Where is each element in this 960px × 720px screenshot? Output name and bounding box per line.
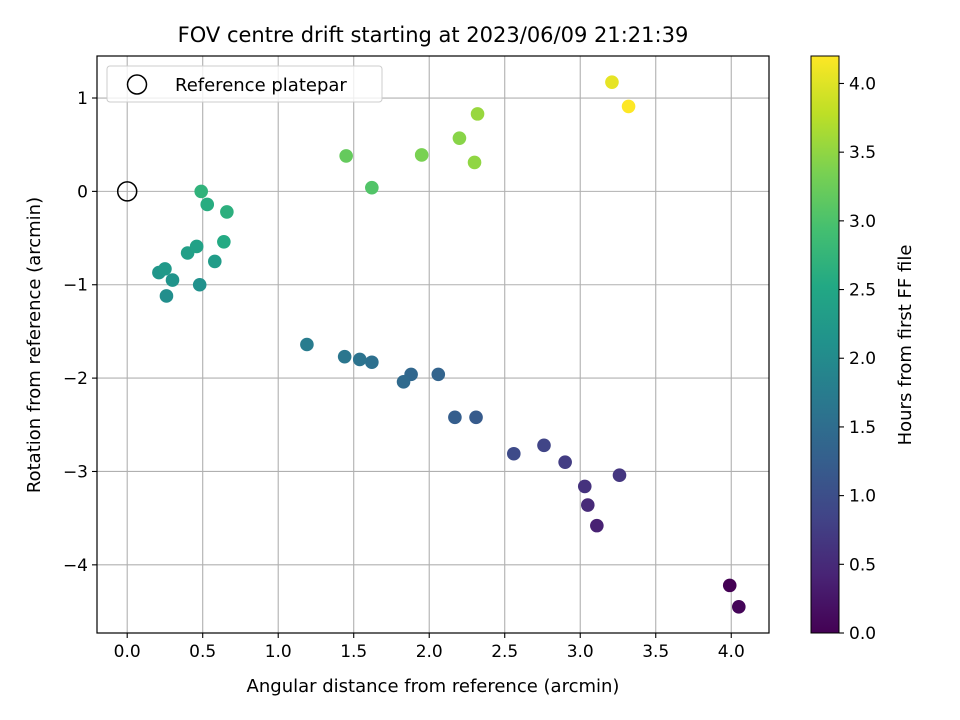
colorbar-tick-label: 3.5	[849, 143, 876, 163]
data-point	[337, 349, 352, 364]
colorbar-tick-label: 1.0	[849, 487, 876, 507]
y-tick-label: −1	[63, 276, 88, 296]
x-tick-label: 1.5	[340, 642, 367, 662]
x-tick-label: 0.5	[189, 642, 216, 662]
y-tick-label: −2	[63, 369, 88, 389]
data-point	[200, 197, 215, 212]
data-point	[217, 234, 231, 249]
data-point	[621, 99, 636, 114]
data-point	[506, 446, 521, 461]
data-point	[577, 479, 592, 494]
x-tick-label: 1.0	[265, 642, 292, 662]
data-point	[612, 468, 627, 483]
data-point	[194, 184, 208, 199]
data-point	[431, 367, 446, 382]
legend-marker	[126, 74, 148, 95]
colorbar: 0.0 0.5 1.0 1.5 2.0 2.5 3.0 3.5 4.0 Hours from f…	[810, 55, 916, 644]
data-point	[396, 375, 411, 389]
data-point	[731, 600, 746, 614]
data-point	[537, 438, 551, 453]
grid-lines	[97, 56, 769, 633]
data-point	[220, 205, 234, 219]
data-points	[116, 75, 746, 614]
legend-box	[106, 65, 383, 103]
y-tick-label: 0	[77, 182, 88, 202]
legend: Reference platepar	[106, 65, 383, 103]
data-point	[339, 149, 353, 163]
colorbar-tick-label: 0.5	[849, 555, 876, 575]
colorbar-ticks: 0.0 0.5 1.0 1.5 2.0 2.5 3.0 3.5 4.0	[839, 74, 876, 644]
x-tick-label: 2.5	[491, 642, 518, 662]
x-tick-label: 4.0	[718, 642, 745, 662]
data-point	[605, 75, 619, 89]
data-point	[165, 273, 180, 287]
x-axis-ticks: 0.0 0.5 1.0 1.5 2.0 2.5 3.0 3.5 4.0	[114, 633, 745, 662]
x-axis-label: Angular distance from reference (arcmin)	[247, 676, 620, 697]
data-point	[207, 254, 222, 269]
chart-title: FOV centre drift starting at 2023/06/09 …	[178, 23, 689, 47]
x-tick-label: 2.0	[416, 642, 443, 662]
legend-label: Reference platepar	[175, 75, 347, 96]
colorbar-tick-label: 0.0	[849, 624, 876, 644]
colorbar-gradient	[810, 55, 840, 634]
data-point	[590, 518, 604, 533]
colorbar-tick-label: 2.5	[849, 281, 876, 301]
x-tick-label: 3.0	[567, 642, 594, 662]
data-point	[365, 180, 379, 195]
data-point	[158, 262, 172, 276]
y-tick-label: −3	[63, 462, 88, 482]
data-point	[722, 578, 737, 593]
y-axis-label: Rotation from reference (arcmin)	[24, 197, 45, 493]
data-point	[352, 352, 367, 367]
data-point	[469, 410, 483, 425]
colorbar-tick-label: 3.0	[849, 212, 876, 232]
data-point	[300, 337, 314, 352]
data-point	[448, 410, 462, 425]
data-point	[414, 148, 429, 162]
x-tick-label: 3.5	[642, 642, 669, 662]
data-point	[189, 239, 204, 254]
colorbar-tick-label: 1.5	[849, 418, 876, 438]
y-tick-label: −4	[63, 556, 88, 576]
reference-platepar-marker	[116, 181, 138, 202]
plot-frame	[96, 55, 770, 634]
colorbar-tick-label: 2.0	[849, 349, 876, 369]
data-point	[467, 155, 482, 170]
data-point	[470, 107, 485, 121]
y-tick-label: 1	[77, 89, 88, 109]
colorbar-tick-label: 4.0	[849, 74, 876, 94]
data-point	[192, 277, 207, 292]
colorbar-label: Hours from first FF file	[895, 245, 916, 446]
data-point	[580, 498, 595, 512]
data-point	[558, 455, 572, 469]
y-axis-ticks: 1 0 −1 −2 −3 −4	[63, 89, 97, 576]
x-tick-label: 0.0	[114, 642, 141, 662]
data-point	[365, 355, 379, 370]
data-point	[159, 289, 174, 303]
data-point	[452, 131, 467, 145]
